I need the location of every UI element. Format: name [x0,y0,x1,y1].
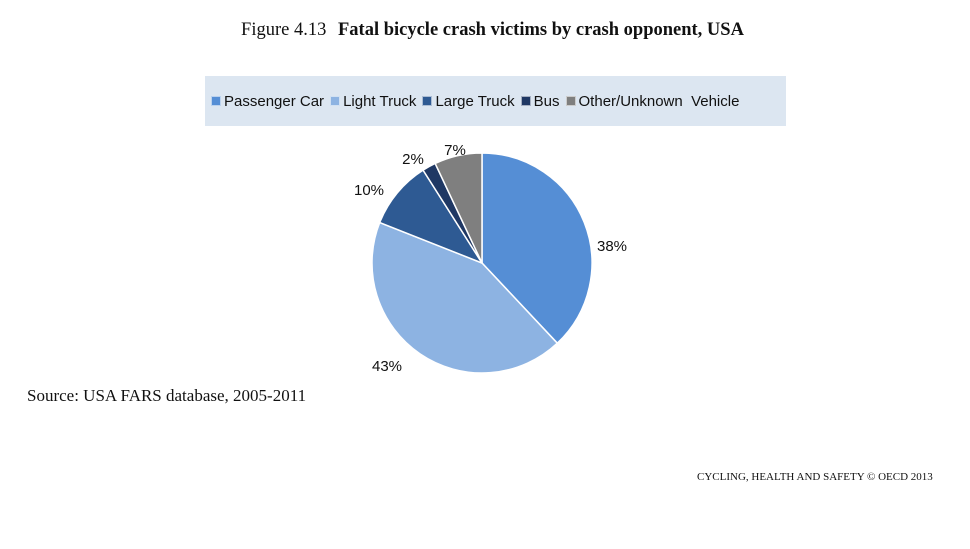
legend-swatch-light-truck [330,96,341,106]
legend-item-large-truck: Large Truck [422,92,515,110]
legend-label-light-truck: Light Truck [343,92,417,110]
legend-swatch-other-unknown-vehicle [565,96,576,106]
legend-label-bus: Bus [533,92,560,110]
data-label-light-truck: 43% [372,358,402,375]
chart-legend: Passenger Car Light Truck Large Truck Bu… [205,76,786,126]
legend-swatch-large-truck [422,96,433,106]
pie-slice-passenger-car [481,152,593,344]
data-label-large-truck: 10% [354,182,384,199]
data-label-passenger-car: 38% [597,238,627,255]
legend-item-bus: Bus [520,92,560,110]
data-label-other-unknown-vehicle: 7% [444,142,466,159]
legend-swatch-bus [520,96,531,106]
legend-label-large-truck: Large Truck [435,92,515,110]
legend-swatch-passenger-car [211,96,221,106]
data-label-bus: 2% [402,151,424,168]
legend-label-passenger-car: Passenger Car [224,92,325,110]
figure-number: Figure 4.13 [241,20,327,40]
legend-item-other-unknown-vehicle: Other/Unknown Vehicle [565,92,740,110]
legend-label-other-unknown-vehicle: Other/Unknown Vehicle [578,92,740,110]
page-footer: CYCLING, HEALTH AND SAFETY © OECD 2013 [697,471,933,483]
figure-title: Figure 4.13 Fatal bicycle crash victims … [0,20,970,41]
figure-title-text: Fatal bicycle crash victims by crash opp… [337,20,744,40]
legend-item-passenger-car: Passenger Car [211,93,324,110]
source-note: Source: USA FARS database, 2005-2011 [27,386,307,405]
pie-slice-light-truck [371,221,559,374]
legend-item-light-truck: Light Truck [330,93,416,110]
pie-slice-other-unknown-vehicle [434,152,483,264]
